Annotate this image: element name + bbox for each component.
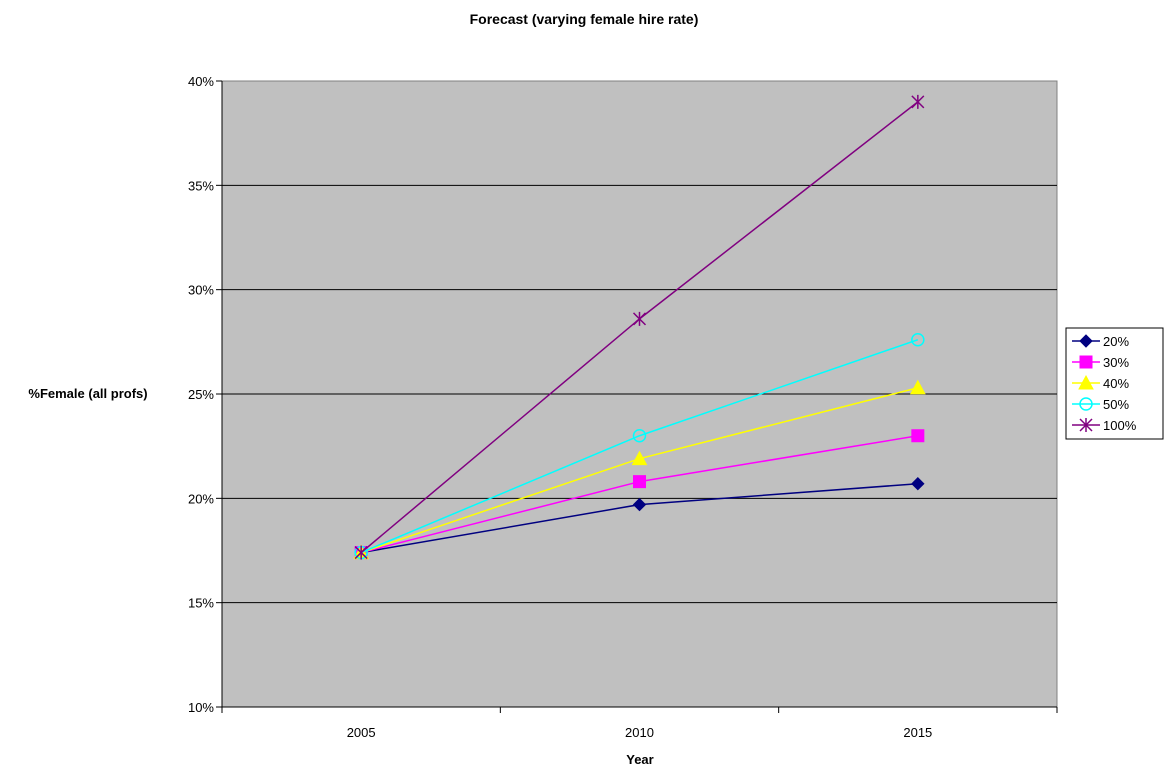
- legend-label: 30%: [1103, 355, 1129, 370]
- legend-item: 50%: [1072, 397, 1129, 412]
- data-point: [911, 332, 925, 347]
- legend-marker: [1079, 418, 1093, 432]
- y-tick-label: 30%: [188, 283, 214, 298]
- legend-marker: [1079, 397, 1093, 411]
- legend-marker: [1079, 334, 1093, 348]
- legend-marker: [1078, 374, 1094, 390]
- data-point: [633, 475, 646, 489]
- y-tick-label: 15%: [188, 596, 214, 611]
- data-point: [911, 94, 925, 109]
- data-point: [911, 429, 925, 443]
- x-axis-label: Year: [626, 752, 653, 767]
- data-point: [632, 311, 647, 326]
- x-tick-label: 2015: [903, 725, 932, 740]
- legend-marker: [1079, 355, 1093, 369]
- y-tick-label: 25%: [188, 387, 214, 402]
- y-tick-label: 35%: [188, 178, 214, 193]
- data-point: [632, 428, 647, 443]
- y-axis-label: %Female (all profs): [28, 386, 147, 401]
- legend-item: 40%: [1072, 374, 1129, 391]
- legend-label: 100%: [1103, 418, 1137, 433]
- legend-item: 20%: [1072, 334, 1129, 349]
- data-point: [631, 450, 648, 466]
- x-tick-labels: 2005 2010 2015: [347, 725, 933, 740]
- y-tick-label: 20%: [188, 491, 214, 506]
- x-tick-label: 2010: [625, 725, 654, 740]
- series-group: [353, 94, 926, 560]
- y-tick-label: 10%: [188, 700, 214, 715]
- axes: [221, 81, 1058, 713]
- legend: 20% 30% 40% 50% 100%: [1065, 327, 1164, 440]
- y-tick-label: 40%: [188, 74, 214, 89]
- legend-item: 30%: [1072, 355, 1129, 370]
- data-point: [909, 379, 926, 395]
- legend-label: 50%: [1103, 397, 1129, 412]
- y-tick-labels: 10% 15% 20% 25% 30% 35% 40%: [188, 74, 214, 715]
- legend-item: 100%: [1072, 418, 1137, 433]
- legend-label: 40%: [1103, 376, 1129, 391]
- legend-label: 20%: [1103, 334, 1129, 349]
- series-line: [360, 339, 919, 554]
- series-4: [354, 94, 925, 560]
- data-point: [354, 545, 368, 560]
- data-point: [911, 477, 925, 491]
- x-tick-label: 2005: [347, 725, 376, 740]
- data-point: [632, 497, 647, 512]
- chart-title: Forecast (varying female hire rate): [470, 11, 699, 27]
